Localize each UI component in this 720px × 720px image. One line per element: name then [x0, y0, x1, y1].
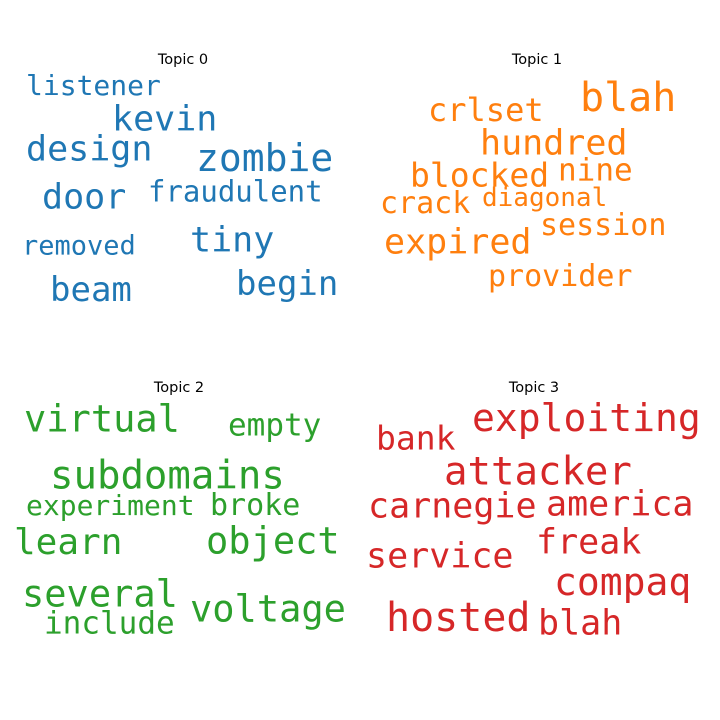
- word-tiny: tiny: [190, 220, 275, 261]
- word-zombie: zombie: [196, 136, 334, 180]
- word-voltage: voltage: [190, 587, 346, 631]
- word-bank: bank: [376, 418, 456, 458]
- word-provider: provider: [488, 259, 633, 294]
- word-expired: expired: [384, 222, 532, 263]
- panel-title: Topic 3: [508, 380, 560, 396]
- word-door: door: [42, 177, 127, 218]
- word-diagonal: diagonal: [482, 183, 608, 213]
- word-fraudulent: fraudulent: [148, 174, 323, 209]
- word-learn: learn: [14, 522, 123, 563]
- word-carnegie: carnegie: [368, 486, 537, 527]
- word-design: design: [26, 129, 153, 170]
- word-hundred: hundred: [480, 123, 628, 164]
- topic-panel-1: Topic 1 blah hundred crlset blocked nine…: [372, 52, 702, 352]
- panel-title: Topic 1: [511, 52, 563, 68]
- topic-panel-3: Topic 3 exploiting bank attacker carnegi…: [364, 380, 701, 680]
- word-blocked: blocked: [410, 155, 550, 195]
- word-experiment: experiment: [26, 489, 195, 522]
- word-several: several: [22, 572, 178, 616]
- word-crlset: crlset: [428, 91, 544, 129]
- word-hosted: hosted: [386, 595, 531, 641]
- word-removed: removed: [22, 230, 136, 262]
- word-virtual: virtual: [24, 397, 180, 441]
- word-beam: beam: [50, 270, 132, 310]
- word-kevin: kevin: [112, 99, 218, 140]
- word-service: service: [366, 536, 514, 577]
- word-exploiting: exploiting: [472, 396, 701, 440]
- word-america: america: [546, 484, 694, 525]
- word-freak: freak: [536, 522, 642, 563]
- word-session: session: [540, 208, 667, 243]
- word-blah: blah: [538, 603, 623, 644]
- panel-title: Topic 2: [153, 380, 205, 396]
- word-crack: crack: [380, 186, 471, 221]
- word-broke: broke: [210, 488, 301, 523]
- word-include: include: [44, 605, 175, 642]
- word-empty: empty: [228, 407, 322, 444]
- word-begin: begin: [236, 264, 339, 304]
- panel-title: Topic 0: [157, 52, 209, 68]
- word-subdomains: subdomains: [50, 453, 285, 499]
- topic-panel-2: Topic 2 virtual empty subdomains experim…: [10, 380, 346, 680]
- word-attacker: attacker: [444, 449, 632, 495]
- word-blah: blah: [580, 75, 677, 121]
- word-compaq: compaq: [554, 560, 692, 604]
- word-object: object: [206, 519, 340, 563]
- word-listener: listener: [26, 69, 161, 102]
- topic-panel-0: Topic 0 zombie kevin design door fraudul…: [18, 52, 348, 352]
- word-nine: nine: [558, 152, 633, 189]
